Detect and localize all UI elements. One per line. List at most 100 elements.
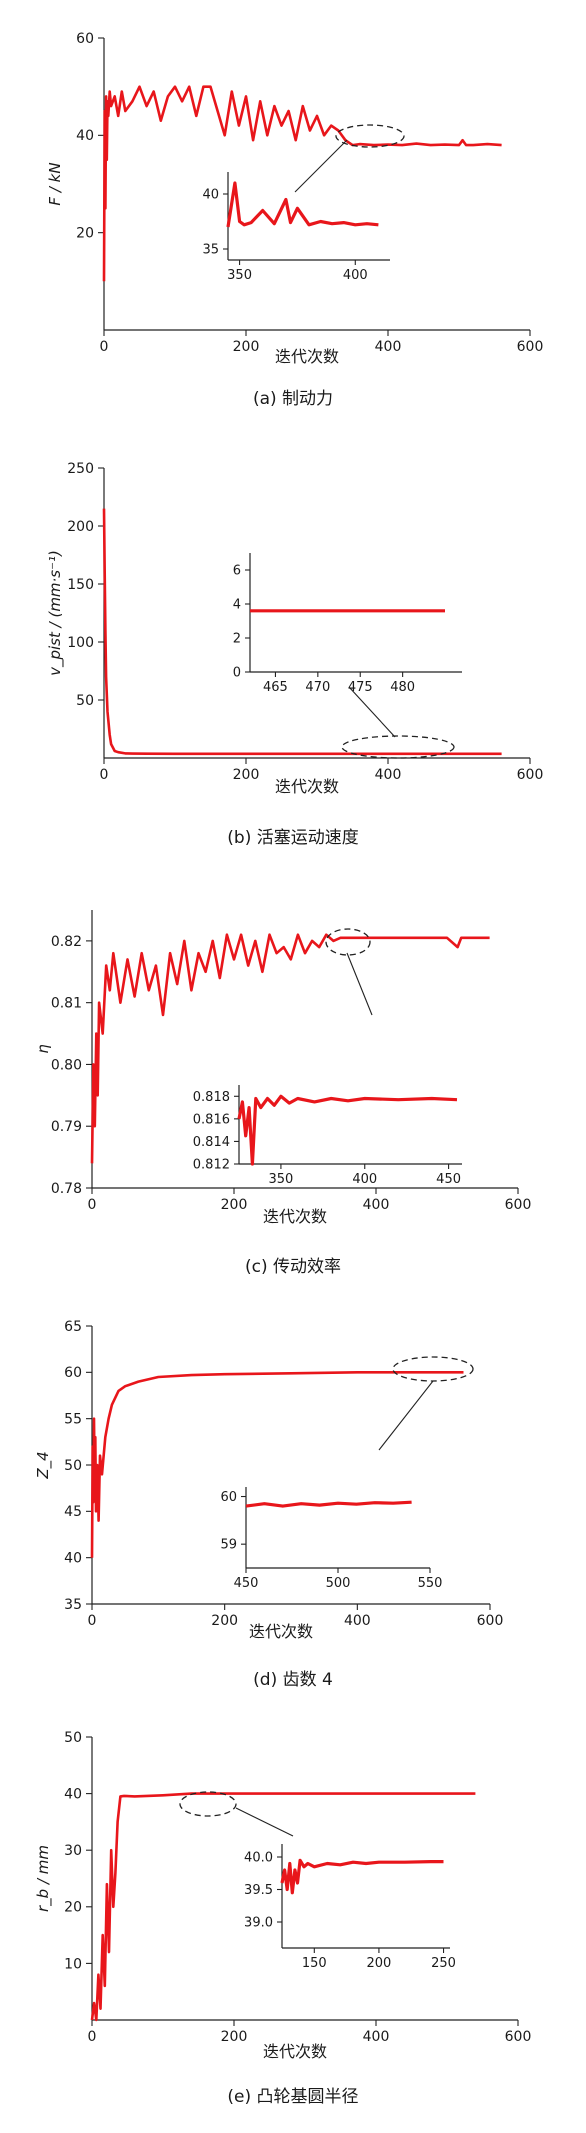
y-tick-label: 50 bbox=[64, 1458, 82, 1474]
x-tick-label: 150 bbox=[302, 1956, 327, 1971]
x-tick-label: 470 bbox=[305, 680, 330, 695]
x-tick-label: 200 bbox=[367, 1956, 392, 1971]
x-tick-label: 400 bbox=[363, 1197, 390, 1213]
inset-series-line bbox=[237, 1094, 458, 1166]
y-tick-label: 0.814 bbox=[193, 1135, 230, 1150]
y-tick-label: 0.812 bbox=[193, 1158, 230, 1173]
y-axis-title: Z_4 bbox=[34, 1451, 53, 1479]
x-tick-label: 475 bbox=[348, 680, 373, 695]
y-tick-label: 35 bbox=[64, 1597, 82, 1613]
y-tick-label: 0.81 bbox=[51, 996, 82, 1012]
x-axis-title: 迭代次数 bbox=[275, 777, 339, 796]
series-line bbox=[90, 933, 490, 1164]
y-tick-label: 50 bbox=[76, 693, 94, 709]
chart-panel-e: 0 200 400 600 10 20 30 40 50 150 200 250 39.0 39.5 40.… bbox=[34, 1730, 531, 2107]
zoom-leader-line bbox=[348, 686, 396, 738]
y-tick-label: 2 bbox=[233, 632, 241, 647]
y-axis-title: η bbox=[34, 1044, 52, 1054]
zoom-leader-line bbox=[235, 1807, 294, 1837]
x-tick-label: 450 bbox=[234, 1576, 259, 1591]
x-tick-label: 250 bbox=[431, 1956, 456, 1971]
x-tick-label: 0 bbox=[88, 1613, 97, 1629]
x-axis-title: 迭代次数 bbox=[263, 2042, 327, 2061]
y-tick-label: 0.818 bbox=[193, 1090, 230, 1105]
y-tick-label: 30 bbox=[64, 1843, 82, 1859]
x-axis-title: 迭代次数 bbox=[249, 1622, 313, 1641]
y-tick-label: 35 bbox=[202, 243, 219, 258]
chart-panel-d: 0 200 400 600 35 40 45 50 55 60 65 450 500 550 59 60 迭代次… bbox=[34, 1319, 503, 1690]
x-axis-title: 迭代次数 bbox=[263, 1207, 327, 1226]
x-tick-label: 0 bbox=[88, 2029, 97, 2045]
x-tick-label: 200 bbox=[233, 339, 260, 355]
y-tick-label: 45 bbox=[64, 1504, 82, 1520]
x-tick-label: 450 bbox=[436, 1172, 461, 1187]
x-tick-label: 200 bbox=[221, 2029, 248, 2045]
y-tick-label: 39.5 bbox=[244, 1883, 273, 1898]
y-tick-label: 0.82 bbox=[51, 934, 82, 950]
x-tick-label: 0 bbox=[100, 767, 109, 783]
figure-caption: (b) 活塞运动速度 bbox=[227, 828, 358, 848]
zoom-leader-line bbox=[346, 952, 373, 1016]
series-line bbox=[90, 1792, 476, 2022]
y-tick-label: 0.816 bbox=[193, 1112, 230, 1127]
inset-chart: 350 400 35 40 bbox=[202, 172, 390, 283]
x-tick-label: 350 bbox=[227, 268, 252, 283]
x-tick-label: 600 bbox=[517, 767, 544, 783]
y-tick-label: 10 bbox=[64, 1956, 82, 1972]
x-tick-label: 350 bbox=[269, 1172, 294, 1187]
x-tick-label: 600 bbox=[517, 339, 544, 355]
series-line bbox=[102, 85, 502, 282]
x-tick-label: 0 bbox=[88, 1197, 97, 1213]
inset-series-line bbox=[245, 1500, 412, 1508]
zoom-ellipse bbox=[325, 928, 371, 956]
x-axis-title: 迭代次数 bbox=[275, 347, 339, 366]
x-tick-label: 465 bbox=[263, 680, 288, 695]
y-axis-title: r_b / mm bbox=[34, 1845, 53, 1912]
x-tick-label: 200 bbox=[233, 767, 260, 783]
y-tick-label: 60 bbox=[76, 31, 94, 47]
zoom-leader-line bbox=[378, 1380, 434, 1451]
y-tick-label: 0.79 bbox=[51, 1119, 82, 1135]
y-tick-label: 39.0 bbox=[244, 1916, 273, 1931]
series-line bbox=[102, 508, 502, 756]
x-tick-label: 400 bbox=[363, 2029, 390, 2045]
x-tick-label: 600 bbox=[477, 1613, 504, 1629]
x-tick-label: 400 bbox=[343, 268, 368, 283]
zoom-ellipse bbox=[392, 1356, 474, 1382]
x-tick-label: 0 bbox=[100, 339, 109, 355]
series-line bbox=[90, 1371, 464, 1558]
x-tick-label: 500 bbox=[326, 1576, 351, 1591]
x-tick-label: 200 bbox=[211, 1613, 238, 1629]
y-tick-label: 20 bbox=[64, 1900, 82, 1916]
y-tick-label: 40 bbox=[64, 1787, 82, 1803]
x-tick-label: 400 bbox=[375, 767, 402, 783]
y-tick-label: 65 bbox=[64, 1319, 82, 1335]
chart-panel-a: 0 200 400 600 20 40 60 350 400 35 40 迭代次数 F / kN (a) … bbox=[46, 31, 543, 409]
y-tick-label: 50 bbox=[64, 1730, 82, 1746]
inset-chart: 450 500 550 59 60 bbox=[220, 1487, 442, 1591]
x-tick-label: 600 bbox=[505, 2029, 532, 2045]
zoom-leader-line bbox=[294, 139, 348, 193]
inset-chart: 465 470 475 480 0 2 4 6 bbox=[233, 553, 462, 695]
x-tick-label: 400 bbox=[344, 1613, 371, 1629]
x-tick-label: 480 bbox=[390, 680, 415, 695]
x-tick-label: 200 bbox=[221, 1197, 248, 1213]
y-tick-label: 250 bbox=[67, 461, 94, 477]
y-tick-label: 0.80 bbox=[51, 1057, 82, 1073]
x-tick-label: 400 bbox=[352, 1172, 377, 1187]
y-tick-label: 40 bbox=[76, 128, 94, 144]
x-tick-label: 600 bbox=[505, 1197, 532, 1213]
y-tick-label: 59 bbox=[220, 1538, 237, 1553]
y-tick-label: 0.78 bbox=[51, 1181, 82, 1197]
inset-series-line bbox=[280, 1858, 444, 1895]
y-tick-label: 20 bbox=[76, 226, 94, 242]
y-tick-label: 4 bbox=[233, 598, 241, 613]
figure-caption: (e) 凸轮基圆半径 bbox=[227, 2087, 358, 2107]
y-tick-label: 55 bbox=[64, 1412, 82, 1428]
y-tick-label: 40.0 bbox=[244, 1851, 273, 1866]
figure-caption: (d) 齿数 4 bbox=[253, 1670, 333, 1690]
y-tick-label: 100 bbox=[67, 635, 94, 651]
zoom-ellipse bbox=[179, 1791, 237, 1817]
